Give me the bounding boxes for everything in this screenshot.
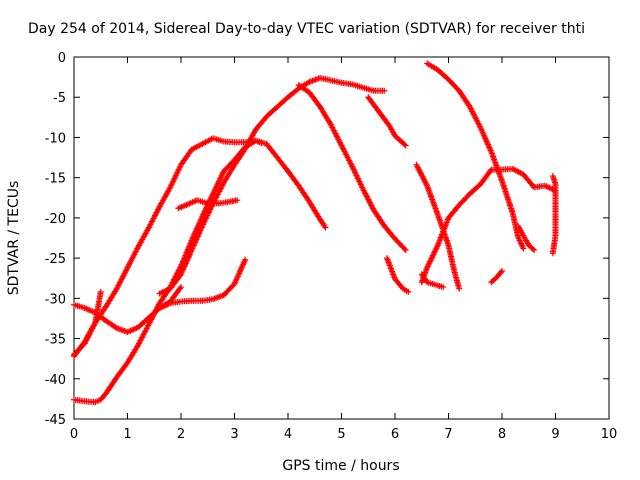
data-point — [177, 285, 184, 292]
chart-title: Day 254 of 2014, Sidereal Day-to-day VTE… — [28, 21, 585, 37]
data-point — [440, 284, 447, 291]
data-series — [295, 82, 409, 254]
y-tick-label: -15 — [45, 172, 66, 187]
x-tick-label: 8 — [498, 427, 506, 442]
y-tick-label: -5 — [53, 91, 66, 106]
data-marks — [71, 60, 559, 406]
x-tick-label: 5 — [337, 427, 345, 442]
plot-frame — [73, 56, 610, 420]
data-point — [381, 87, 388, 94]
data-point — [520, 245, 527, 252]
x-tick-label: 9 — [551, 427, 559, 442]
y-tick-label: -25 — [45, 252, 66, 267]
y-axis-title: SDTVAR / TECUs — [6, 181, 22, 296]
data-series — [71, 288, 104, 358]
x-tick-label: 0 — [70, 427, 78, 442]
y-tick-label: -10 — [45, 131, 66, 146]
data-point — [402, 247, 409, 254]
data-point — [499, 267, 505, 274]
y-tick-label: -20 — [45, 212, 66, 227]
x-tick-label: 6 — [391, 427, 399, 442]
x-tick-label: 4 — [284, 427, 292, 442]
y-tick-label: -35 — [45, 333, 66, 348]
y-tick-label: -40 — [45, 373, 66, 388]
data-series — [413, 161, 463, 292]
y-tick-label: 0 — [58, 51, 66, 66]
y-tick-label: -45 — [45, 413, 66, 428]
data-series — [365, 94, 409, 149]
data-point — [402, 142, 409, 149]
data-point — [321, 223, 328, 230]
x-tick-label: 7 — [444, 427, 452, 442]
x-axis-title: GPS time / hours — [282, 458, 399, 474]
data-series — [156, 284, 184, 311]
data-point — [322, 224, 329, 231]
x-tick-label: 1 — [123, 427, 131, 442]
data-series — [175, 197, 241, 212]
data-point — [487, 167, 494, 174]
data-point — [178, 284, 184, 291]
data-point — [401, 141, 408, 148]
data-series — [156, 74, 388, 297]
data-point — [234, 197, 241, 204]
data-point — [531, 247, 538, 254]
data-series — [424, 60, 527, 252]
data-series — [71, 135, 265, 360]
data-point — [529, 245, 536, 252]
data-point — [401, 245, 408, 252]
y-tick-label: -30 — [45, 292, 66, 307]
data-series — [549, 173, 559, 257]
data-point — [497, 269, 504, 276]
data-series — [488, 267, 505, 286]
data-point — [242, 256, 249, 263]
data-point — [530, 183, 537, 190]
x-tick-label: 3 — [230, 427, 238, 442]
x-tick-label: 2 — [177, 427, 185, 442]
data-point — [549, 173, 556, 180]
data-point — [258, 140, 265, 147]
data-point — [97, 288, 104, 295]
data-series — [515, 222, 538, 254]
x-tick-label: 10 — [601, 427, 618, 442]
data-point — [405, 288, 412, 295]
data-series — [383, 255, 412, 295]
data-point — [456, 285, 463, 292]
data-series — [71, 137, 329, 406]
axis-ticks: 0 1 2 3 4 5 6 7 8 9 10 0 -5 -10 -15 -20 -25 -30 -35 -40 -45 — [45, 51, 618, 442]
